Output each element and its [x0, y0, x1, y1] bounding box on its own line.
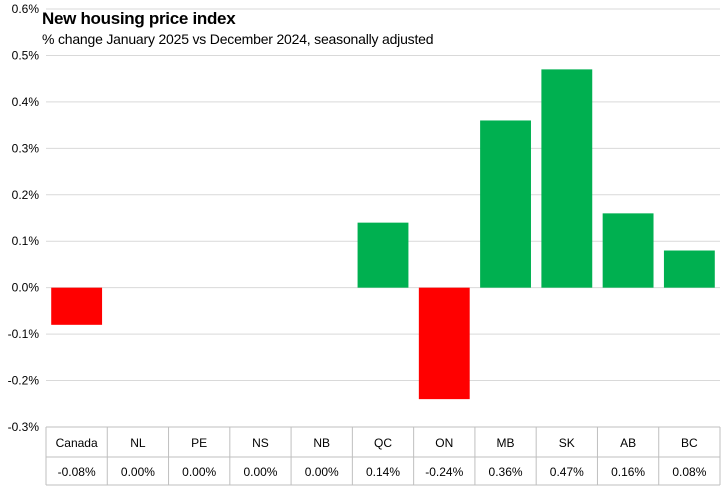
y-tick-label: 0.1%: [12, 234, 40, 248]
category-label: NS: [252, 436, 269, 450]
bar-mb: [480, 120, 531, 288]
value-label: 0.08%: [672, 465, 706, 479]
category-label: BC: [681, 436, 698, 450]
value-label: 0.00%: [305, 465, 339, 479]
y-tick-label: 0.6%: [12, 2, 40, 16]
category-label: Canada: [56, 436, 98, 450]
y-tick-label: -0.1%: [8, 327, 40, 341]
bar-ab: [602, 213, 654, 288]
chart-subtitle: % change January 2025 vs December 2024, …: [42, 31, 434, 47]
data-table: Canada -0.08% NL 0.00% PE 0.00% NS 0.00% NB 0.00%…: [45, 426, 721, 486]
y-tick-label: 0.2%: [12, 188, 40, 202]
y-tick-label: 0.4%: [12, 95, 40, 109]
y-tick-label: 0.0%: [12, 281, 40, 295]
y-tick-label: -0.3%: [8, 420, 40, 434]
value-label: 0.16%: [611, 465, 645, 479]
bar-canada: [51, 287, 103, 325]
bar-sk: [541, 69, 593, 288]
category-label: AB: [620, 436, 636, 450]
value-label: 0.00%: [182, 465, 216, 479]
y-axis-tick-labels: 0.6% 0.5% 0.4% 0.3% 0.2% 0.1% 0.0% -0.1% -0.2% -0…: [8, 2, 40, 434]
y-tick-label: 0.5%: [12, 48, 40, 62]
category-label: MB: [497, 436, 515, 450]
chart-title: New housing price index: [42, 9, 236, 28]
category-label: ON: [435, 436, 453, 450]
y-tick-label: 0.3%: [12, 141, 40, 155]
category-label: QC: [374, 436, 392, 450]
category-label: NL: [130, 436, 146, 450]
bar-qc: [357, 222, 409, 288]
category-label: PE: [191, 436, 207, 450]
value-label: 0.00%: [121, 465, 155, 479]
value-label: 0.00%: [243, 465, 277, 479]
bar-on: [418, 287, 470, 400]
value-label: -0.24%: [425, 465, 463, 479]
value-label: -0.08%: [58, 465, 96, 479]
bar-bc: [663, 250, 715, 288]
category-label: NB: [313, 436, 330, 450]
bars: [51, 69, 715, 400]
y-tick-label: -0.2%: [8, 374, 40, 388]
value-label: 0.36%: [489, 465, 523, 479]
value-label: 0.47%: [550, 465, 584, 479]
value-label: 0.14%: [366, 465, 400, 479]
category-label: SK: [559, 436, 575, 450]
